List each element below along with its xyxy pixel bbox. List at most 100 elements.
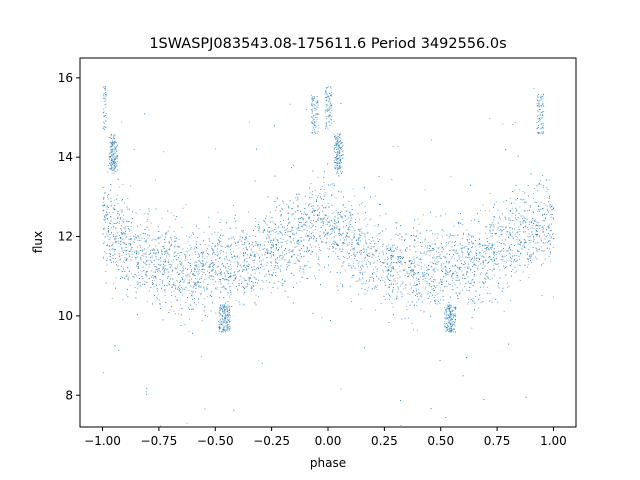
data-point — [229, 290, 231, 292]
data-point — [473, 264, 475, 266]
data-point — [396, 246, 398, 248]
data-point — [479, 232, 481, 234]
data-point — [270, 233, 272, 235]
data-point — [373, 246, 375, 248]
data-point — [360, 272, 362, 274]
data-point — [302, 218, 304, 220]
data-point — [259, 249, 261, 251]
data-point — [138, 266, 139, 268]
data-point — [214, 253, 216, 255]
data-point — [281, 279, 283, 281]
data-point — [509, 232, 511, 233]
data-point — [276, 245, 277, 247]
data-point — [164, 236, 166, 238]
data-point — [259, 244, 261, 246]
data-point — [473, 300, 475, 302]
data-point — [207, 248, 208, 250]
data-point — [207, 253, 208, 254]
data-point — [453, 282, 455, 284]
data-point — [502, 123, 504, 125]
data-point — [532, 218, 534, 219]
data-point — [430, 261, 432, 263]
data-point — [275, 244, 277, 246]
data-point — [119, 255, 120, 257]
data-point — [392, 306, 394, 308]
data-point — [312, 235, 314, 236]
data-point — [186, 251, 188, 253]
data-point — [524, 242, 526, 243]
data-point — [153, 283, 154, 285]
data-point — [333, 236, 335, 238]
data-point — [536, 234, 538, 236]
data-point — [360, 235, 362, 236]
data-point — [544, 258, 546, 260]
data-point — [379, 239, 381, 240]
data-point — [291, 242, 292, 244]
data-point — [127, 296, 129, 298]
data-point — [265, 273, 267, 275]
data-point — [445, 417, 447, 418]
data-point — [249, 277, 251, 279]
data-point — [245, 266, 246, 268]
data-point — [149, 210, 151, 212]
data-point — [176, 271, 178, 273]
data-point — [496, 241, 498, 243]
data-point — [416, 290, 417, 292]
data-point — [317, 195, 319, 197]
data-point — [515, 261, 517, 262]
data-point — [413, 245, 415, 247]
data-point — [537, 231, 538, 232]
data-point — [491, 301, 493, 303]
data-point — [130, 243, 132, 245]
data-point — [233, 409, 235, 411]
data-point — [489, 247, 491, 249]
data-point — [491, 277, 493, 279]
data-point — [277, 268, 279, 269]
data-point — [480, 286, 481, 288]
data-point — [140, 256, 142, 258]
data-point — [386, 253, 387, 255]
data-point — [198, 298, 199, 300]
data-point — [264, 254, 266, 256]
data-point — [489, 300, 491, 302]
data-point — [371, 288, 373, 289]
data-point — [141, 251, 143, 252]
data-point — [432, 249, 434, 251]
data-point — [366, 225, 368, 227]
data-point — [266, 237, 268, 239]
data-point — [317, 263, 319, 264]
data-point — [292, 250, 293, 252]
data-point — [328, 225, 330, 227]
data-point — [320, 227, 322, 228]
data-point — [317, 205, 319, 207]
data-point — [532, 247, 534, 248]
data-point — [514, 259, 515, 261]
data-point — [195, 277, 196, 279]
data-point — [428, 248, 430, 249]
data-point — [187, 282, 189, 284]
data-point — [131, 250, 133, 252]
data-point — [288, 261, 290, 263]
data-point — [212, 279, 214, 281]
data-point — [496, 251, 498, 253]
data-point — [275, 260, 277, 262]
data-point — [472, 245, 473, 247]
data-point — [377, 241, 379, 242]
data-point — [258, 296, 259, 298]
data-point — [522, 199, 524, 201]
data-point — [401, 318, 403, 320]
data-point — [549, 197, 550, 199]
data-point — [527, 263, 529, 265]
data-point — [164, 269, 166, 271]
data-point — [141, 255, 143, 256]
data-point — [237, 263, 239, 265]
data-point — [324, 214, 326, 216]
data-point — [389, 299, 390, 300]
data-point — [114, 345, 116, 347]
data-point — [498, 266, 500, 268]
data-point — [315, 226, 317, 227]
data-point — [380, 261, 381, 263]
data-point — [379, 232, 381, 234]
data-point — [137, 225, 138, 227]
data-point — [373, 280, 374, 282]
